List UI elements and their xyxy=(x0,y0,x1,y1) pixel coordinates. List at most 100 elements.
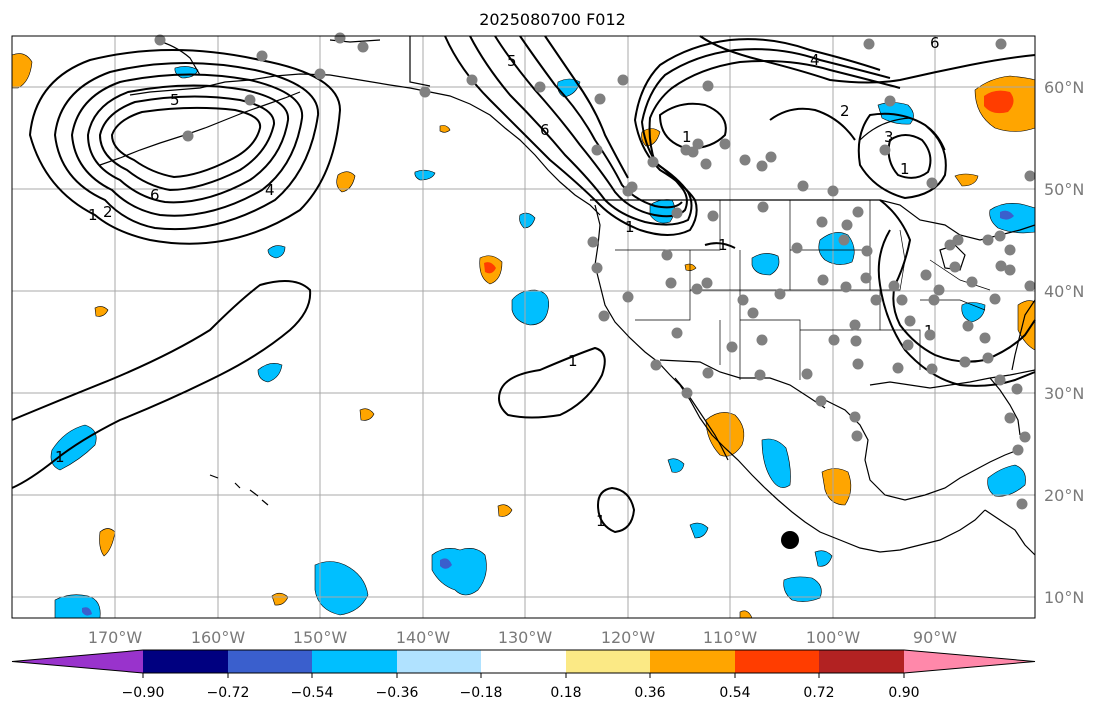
contour-label: 3 xyxy=(884,128,894,146)
station-dot xyxy=(924,329,936,341)
station-dot xyxy=(622,185,634,197)
station-dot xyxy=(687,146,699,158)
station-dot xyxy=(920,269,932,281)
negative-anomaly-patch xyxy=(814,550,833,567)
negative-anomaly-patch xyxy=(783,576,822,602)
contour-label: 2 xyxy=(103,203,113,221)
station-dot xyxy=(357,41,369,53)
strong-positive-patch xyxy=(984,90,1014,114)
negative-anomaly-patch xyxy=(54,594,101,619)
station-dot xyxy=(994,230,1006,242)
station-dot xyxy=(994,374,1006,386)
station-dot xyxy=(681,387,693,399)
station-dot xyxy=(1024,280,1036,292)
contour-label: 4 xyxy=(265,181,275,199)
colorbar-tick-labels: −0.90 −0.72 −0.54 −0.36 −0.18 0.18 0.36 … xyxy=(122,685,920,701)
lon-tick: 90°W xyxy=(913,628,957,647)
station-dot xyxy=(995,38,1007,50)
state-borders xyxy=(615,200,991,380)
station-dot xyxy=(815,395,827,407)
station-dot xyxy=(591,144,603,156)
negative-anomaly-patch xyxy=(761,438,791,488)
colorbar-segment xyxy=(312,650,397,673)
colorbar-segment xyxy=(228,650,312,673)
station-dot xyxy=(863,38,875,50)
negative-anomaly-patch xyxy=(689,522,709,539)
station-dot xyxy=(754,369,766,381)
station-dot xyxy=(701,277,713,289)
station-dot xyxy=(650,359,662,371)
station-dot xyxy=(982,234,994,246)
contour-label: 1 xyxy=(682,128,692,146)
lat-tick: 60°N xyxy=(1044,78,1084,97)
station-dot xyxy=(888,280,900,292)
contour-label: 2 xyxy=(840,102,850,120)
map-title: 2025080700 F012 xyxy=(479,10,626,29)
negative-anomaly-patch xyxy=(519,212,536,229)
station-dot xyxy=(926,363,938,375)
station-dot xyxy=(182,130,194,142)
station-dot xyxy=(334,32,346,44)
station-dot xyxy=(622,291,634,303)
station-dot xyxy=(647,156,659,168)
lon-tick: 160°W xyxy=(191,628,246,647)
negative-anomaly-patch xyxy=(267,245,286,259)
station-dot xyxy=(534,81,546,93)
colorbar-tick: 0.72 xyxy=(803,685,834,701)
lon-tick: 110°W xyxy=(703,628,758,647)
negative-anomaly-patch xyxy=(751,253,780,276)
station-dot xyxy=(979,332,991,344)
negative-anomaly-patch xyxy=(557,78,581,98)
lon-tick: 100°W xyxy=(806,628,861,647)
contour-label: 1 xyxy=(55,448,65,466)
station-dot xyxy=(801,368,813,380)
strong-negative-patch xyxy=(1000,210,1014,220)
colorbar-extend-max xyxy=(904,650,1035,673)
station-dot xyxy=(861,245,873,257)
station-dot xyxy=(774,288,786,300)
colorbar-segment xyxy=(819,650,904,673)
station-dot xyxy=(765,151,777,163)
station-dot xyxy=(692,138,704,150)
colorbar xyxy=(11,649,1036,678)
station-dot xyxy=(737,294,749,306)
station-dot xyxy=(702,80,714,92)
station-dot xyxy=(860,272,872,284)
colorbar-segment xyxy=(650,650,735,673)
contour-label: 5 xyxy=(507,52,517,70)
colorbar-tick: 0.36 xyxy=(634,685,665,701)
station-dot xyxy=(256,50,268,62)
positive-anomaly-patch xyxy=(99,528,116,557)
contour-label: 5 xyxy=(170,91,180,109)
negative-anomaly-patch xyxy=(414,169,436,181)
positive-anomaly-patch xyxy=(684,263,697,271)
station-dot xyxy=(838,234,850,246)
positive-anomaly-patch xyxy=(439,125,451,133)
station-dot xyxy=(702,367,714,379)
contour-label: 1 xyxy=(625,218,635,236)
negative-anomaly-patch xyxy=(257,363,283,383)
station-dot xyxy=(966,276,978,288)
station-dot xyxy=(995,260,1007,272)
contour-lines xyxy=(11,35,1036,534)
station-dot xyxy=(989,293,1001,305)
station-dot xyxy=(817,274,829,286)
station-dot xyxy=(1016,498,1028,510)
station-dot xyxy=(1004,264,1016,276)
positive-anomaly-patch xyxy=(336,171,356,193)
negative-anomaly-patch xyxy=(987,464,1026,497)
colorbar-tick: −0.54 xyxy=(291,685,334,701)
station-dot xyxy=(884,95,896,107)
station-dot xyxy=(598,310,610,322)
positive-anomaly-patch xyxy=(359,408,375,421)
strong-negative-patch xyxy=(440,558,452,569)
lat-tick: 40°N xyxy=(1044,282,1084,301)
station-dot xyxy=(665,277,677,289)
station-dot xyxy=(870,294,882,306)
station-markers xyxy=(154,32,1036,510)
station-dot xyxy=(902,339,914,351)
station-dot xyxy=(879,144,891,156)
colorbar-segment xyxy=(735,650,819,673)
station-dot xyxy=(944,239,956,251)
